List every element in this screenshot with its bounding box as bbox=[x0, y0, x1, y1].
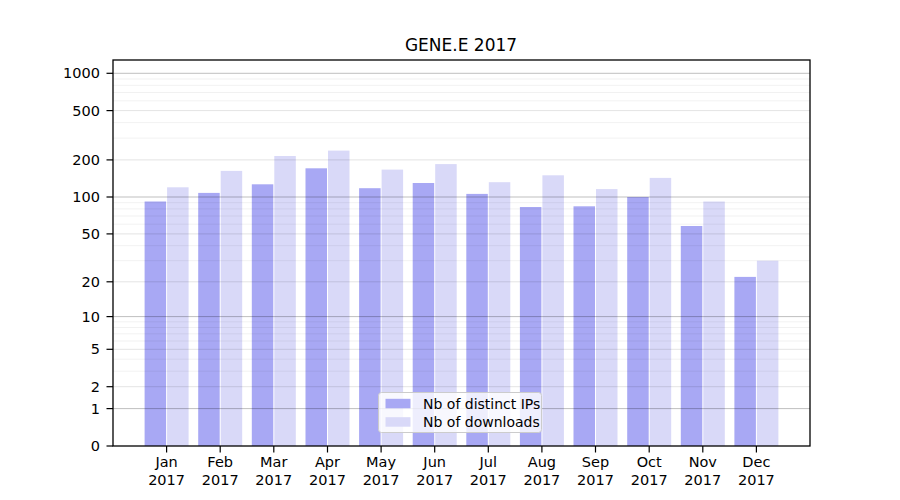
bar-distinct-ips-sep-2017 bbox=[574, 206, 596, 446]
y-tick-label: 0 bbox=[91, 438, 100, 454]
y-tick-label: 10 bbox=[82, 309, 100, 325]
legend-label-downloads: Nb of downloads bbox=[423, 414, 540, 430]
x-tick-label: Oct2017 bbox=[631, 454, 668, 488]
x-tick-label: Sep2017 bbox=[577, 454, 614, 488]
x-axis: Jan2017 Feb2017 Mar2017 Apr2017 May2017 Jun20… bbox=[148, 446, 775, 488]
legend-swatch-distinct-ips bbox=[386, 399, 411, 409]
bar-distinct-ips-feb-2017 bbox=[198, 193, 220, 446]
y-tick-label: 50 bbox=[82, 226, 100, 242]
y-tick-label: 100 bbox=[72, 189, 100, 205]
figure: GENE.E 2017 0 1 2 5 10 20 50 100 200 500 1000 Jan2… bbox=[0, 0, 900, 500]
bar-downloads-sep-2017 bbox=[596, 189, 618, 446]
x-tick-label: Dec2017 bbox=[738, 454, 775, 488]
x-tick-label: May2017 bbox=[363, 454, 400, 488]
y-tick-label: 2 bbox=[91, 379, 100, 395]
bar-distinct-ips-nov-2017 bbox=[681, 226, 703, 446]
y-tick-label: 1000 bbox=[63, 65, 100, 81]
bar-distinct-ips-dec-2017 bbox=[734, 277, 756, 446]
x-tick-label: Aug2017 bbox=[523, 454, 560, 488]
x-tick-label: Jun2017 bbox=[416, 454, 453, 488]
x-tick-label: Jul2017 bbox=[470, 454, 507, 488]
x-tick-label: Nov2017 bbox=[684, 454, 721, 488]
y-tick-label: 500 bbox=[72, 103, 100, 119]
x-tick-label: Apr2017 bbox=[309, 454, 346, 488]
bar-distinct-ips-mar-2017 bbox=[252, 184, 273, 446]
y-axis: 0 1 2 5 10 20 50 100 200 500 1000 bbox=[63, 65, 113, 454]
bar-downloads-feb-2017 bbox=[221, 171, 243, 446]
legend: Nb of distinct IPs Nb of downloads bbox=[379, 393, 542, 433]
y-tick-label: 5 bbox=[91, 341, 100, 357]
y-tick-label: 20 bbox=[82, 274, 100, 290]
bar-downloads-dec-2017 bbox=[757, 261, 779, 446]
bar-downloads-nov-2017 bbox=[703, 202, 725, 447]
bar-chart: GENE.E 2017 0 1 2 5 10 20 50 100 200 500 1000 Jan2… bbox=[0, 0, 900, 500]
bar-downloads-oct-2017 bbox=[650, 178, 672, 446]
chart-title: GENE.E 2017 bbox=[405, 35, 517, 55]
bar-distinct-ips-jan-2017 bbox=[145, 202, 167, 447]
bar-downloads-mar-2017 bbox=[274, 156, 296, 446]
bar-distinct-ips-apr-2017 bbox=[306, 168, 328, 446]
legend-swatch-downloads bbox=[386, 417, 411, 427]
x-tick-label: Mar2017 bbox=[255, 454, 292, 488]
legend-label-distinct-ips: Nb of distinct IPs bbox=[423, 396, 540, 412]
bar-downloads-apr-2017 bbox=[328, 151, 350, 446]
x-tick-label: Jan2017 bbox=[148, 454, 185, 488]
y-tick-label: 1 bbox=[91, 401, 100, 417]
y-tick-label: 200 bbox=[72, 152, 100, 168]
x-tick-label: Feb2017 bbox=[202, 454, 239, 488]
